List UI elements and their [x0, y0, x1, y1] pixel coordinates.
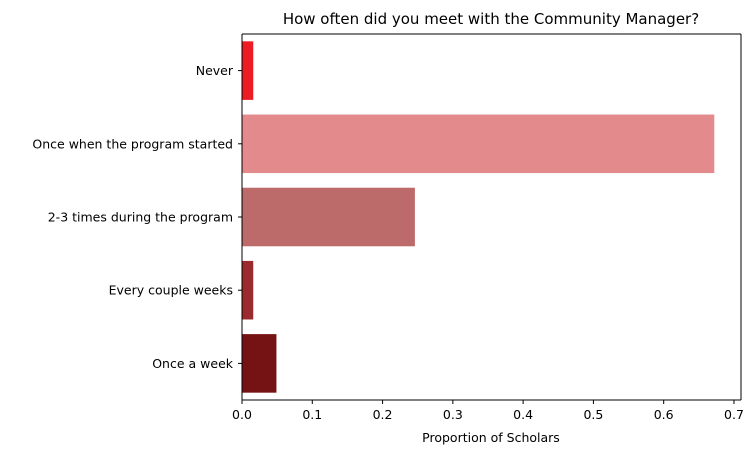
y-tick-label: Never: [196, 63, 234, 78]
y-ticks: [238, 70, 242, 364]
y-tick-label: Once a week: [152, 356, 234, 371]
x-tick-label: 0.2: [373, 407, 393, 422]
x-tick-label: 0.5: [583, 407, 603, 422]
x-tick-label: 0.0: [232, 407, 252, 422]
bar: [242, 187, 415, 247]
x-tick-label: 0.3: [443, 407, 463, 422]
y-tick-label: 2-3 times during the program: [48, 210, 233, 225]
x-ticks: 0.0 0.1 0.2 0.3 0.4 0.5 0.6 0.7: [232, 400, 744, 422]
bar: [242, 334, 277, 393]
x-axis-title: Proportion of Scholars: [422, 430, 560, 445]
x-tick-label: 0.7: [724, 407, 744, 422]
bar: [242, 41, 254, 100]
bar: [242, 114, 715, 174]
chart-title: How often did you meet with the Communit…: [283, 10, 699, 28]
x-tick-label: 0.6: [654, 407, 674, 422]
bar: [242, 260, 254, 320]
y-tick-label: Once when the program started: [32, 136, 233, 151]
plot-frame: [241, 33, 742, 401]
bars-group: [242, 41, 715, 393]
x-tick-label: 0.1: [302, 407, 322, 422]
y-tick-labels: Never Once when the program started 2-3 ti…: [32, 63, 233, 371]
x-tick-label: 0.4: [513, 407, 533, 422]
y-tick-label: Every couple weeks: [109, 283, 233, 298]
